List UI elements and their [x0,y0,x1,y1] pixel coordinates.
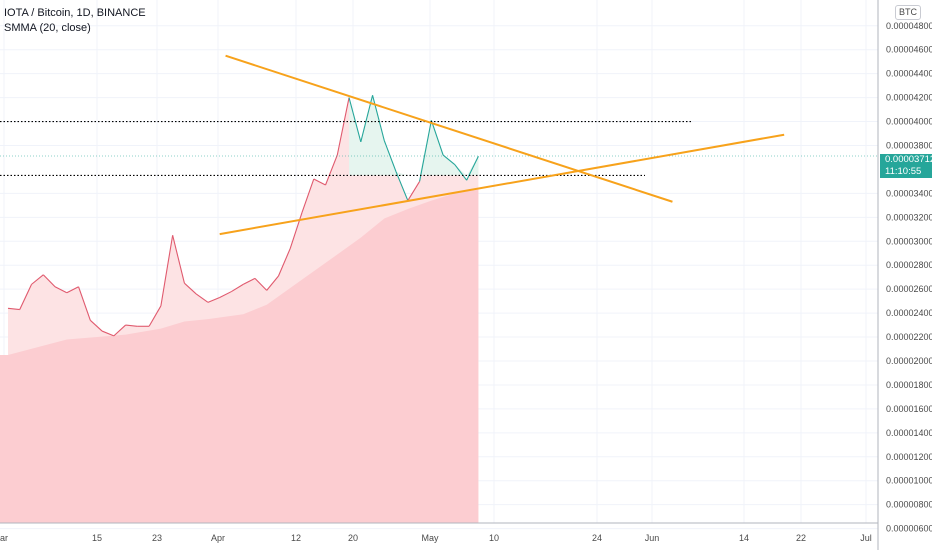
price-fill-green [349,95,478,175]
x-tick-label: 15 [92,533,102,543]
y-tick-label: 0.00001400 [886,428,932,438]
ascending-trendline [220,135,784,234]
y-tick-label: 0.00004400 [886,69,932,79]
x-tick-label: 22 [796,533,806,543]
y-tick-label: 0.00003800 [886,140,932,150]
y-tick-label: 0.00002200 [886,332,932,342]
x-tick-label: Apr [211,533,225,543]
smma-fill [0,190,478,523]
x-tick-label: 10 [489,533,499,543]
y-tick-label: 0.00002800 [886,260,932,270]
y-tick-label: 0.00003200 [886,212,932,222]
current-price-badge: 0.00003712 11:10:55 [880,154,932,178]
x-tick-label: 14 [739,533,749,543]
smma-area [0,190,478,523]
y-tick-label: 0.00004800 [886,21,932,31]
y-tick-label: 0.00003400 [886,188,932,198]
x-tick-label: 23 [152,533,162,543]
x-tick-label: May [421,533,439,543]
y-tick-label: 0.00002600 [886,284,932,294]
x-tick-label: 12 [291,533,301,543]
x-tick-label: Jul [860,533,872,543]
x-tick-label: 20 [348,533,358,543]
y-tick-label: 0.00004200 [886,93,932,103]
y-tick-label: 0.00001800 [886,380,932,390]
indicator-label[interactable]: SMMA (20, close) [4,21,146,36]
chart-legend: IOTA / Bitcoin, 1D, BINANCE SMMA (20, cl… [4,6,146,36]
y-tick-label: 0.00002400 [886,308,932,318]
y-tick-label: 0.00001600 [886,404,932,414]
y-tick-label: 0.00001000 [886,476,932,486]
y-tick-label: 0.00001200 [886,452,932,462]
currency-button[interactable]: BTC [895,5,921,20]
countdown-timer: 11:10:55 [885,166,932,178]
x-tick-label: Jun [645,533,660,543]
symbol-title[interactable]: IOTA / Bitcoin, 1D, BINANCE [4,6,146,21]
y-tick-label: 0.00004000 [886,117,932,127]
x-tick-label: 24 [592,533,602,543]
y-tick-label: 0.00002000 [886,356,932,366]
current-price-value: 0.00003712 [885,154,932,166]
y-tick-label: 0.00000600 [886,524,932,534]
y-tick-label: 0.00003000 [886,236,932,246]
x-tick-label: ar [0,533,8,543]
y-tick-label: 0.00000800 [886,500,932,510]
y-tick-label: 0.00004600 [886,45,932,55]
